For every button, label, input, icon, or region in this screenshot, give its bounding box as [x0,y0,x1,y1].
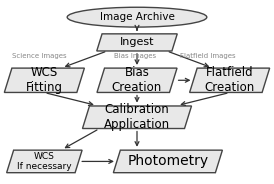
Text: Flatfield Images: Flatfield Images [180,53,236,59]
Text: Image Archive: Image Archive [99,12,175,22]
Text: Photometry: Photometry [127,154,209,168]
Polygon shape [113,150,222,173]
Polygon shape [82,106,192,128]
Text: WCS
Fitting: WCS Fitting [26,66,63,94]
Text: Flatfield
Creation: Flatfield Creation [204,66,255,94]
Text: Bias
Creation: Bias Creation [112,66,162,94]
Text: Science Images: Science Images [12,53,67,59]
Polygon shape [97,34,177,51]
Ellipse shape [67,7,207,27]
Text: Bias Images: Bias Images [114,53,156,59]
Polygon shape [190,68,270,92]
Text: WCS
If necessary: WCS If necessary [17,152,72,171]
Text: Calibration
Application: Calibration Application [104,103,170,131]
Polygon shape [97,68,177,92]
Text: Ingest: Ingest [120,37,154,47]
Polygon shape [7,150,82,173]
Polygon shape [4,68,84,92]
